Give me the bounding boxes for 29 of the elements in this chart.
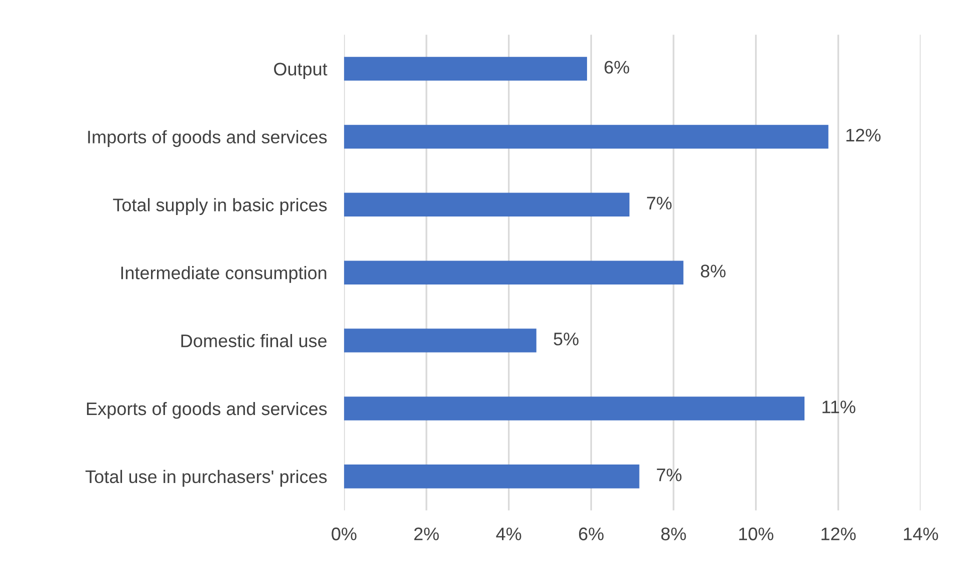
- data-label: 7%: [647, 196, 672, 210]
- x-tick-label: 6%: [579, 528, 604, 540]
- x-tick-label: 10%: [739, 528, 774, 540]
- bar: [344, 192, 630, 217]
- data-label: 11%: [822, 400, 856, 414]
- x-tick-label: 4%: [496, 528, 522, 540]
- x-tick-label: 0%: [332, 528, 356, 540]
- data-label: 12%: [846, 128, 881, 142]
- bar: [344, 464, 640, 488]
- y-tick-label: Imports of goods and services: [88, 130, 327, 148]
- x-tick-label: 12%: [822, 528, 856, 540]
- bar: [344, 124, 828, 149]
- bar: [344, 328, 536, 352]
- data-label: 7%: [656, 468, 682, 482]
- y-tick-label: Total supply in basic prices: [113, 198, 327, 215]
- data-label: 8%: [700, 264, 726, 278]
- bar: [344, 260, 684, 284]
- x-tick-label: 8%: [661, 528, 686, 540]
- y-tick-label: Domestic final use: [181, 334, 327, 348]
- data-label: 6%: [604, 60, 630, 74]
- bar: [344, 56, 588, 81]
- y-tick-label: Output: [274, 62, 328, 80]
- x-tick-label: 2%: [414, 528, 439, 540]
- x-tick-label: 14%: [904, 528, 938, 540]
- data-label: 5%: [554, 332, 578, 346]
- y-tick-label: Total use in purchasers' prices: [86, 470, 327, 487]
- bar: [344, 396, 804, 420]
- y-tick-label: Intermediate consumption: [121, 266, 326, 283]
- y-tick-label: Exports of goods and services: [86, 402, 327, 419]
